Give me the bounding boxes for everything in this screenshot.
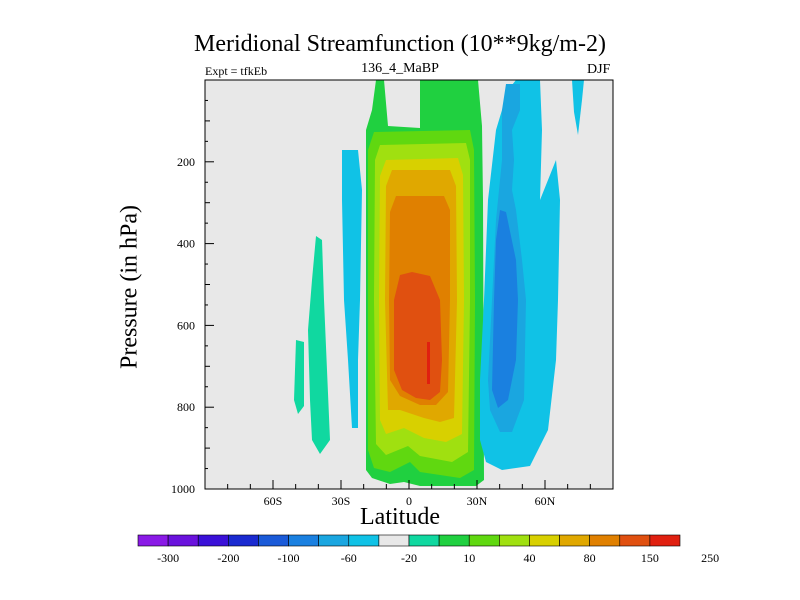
- contour-band-neg-20-top: [572, 80, 584, 135]
- colorbar-swatch: [589, 534, 621, 547]
- colorbar-swatch: [318, 534, 350, 547]
- x-tick-label: 60N: [535, 494, 556, 508]
- season-label: DJF: [587, 62, 611, 77]
- x-tick-label: 0: [406, 494, 412, 508]
- colorbar: -300 -200 -100 -60 -20 10 40 80 150 250: [137, 534, 719, 565]
- y-tick-label: 600: [177, 318, 195, 332]
- contour-fill-group: [294, 80, 584, 486]
- colorbar-swatch: [408, 534, 440, 547]
- colorbar-label: -100: [278, 551, 300, 565]
- contour-band-neg-60: [492, 210, 518, 408]
- colorbar-swatch: [167, 534, 199, 547]
- x-tick-label: 60S: [264, 494, 283, 508]
- colorbar-swatch: [378, 534, 410, 547]
- colorbar-swatch: [619, 534, 651, 547]
- colorbar-swatch: [228, 534, 259, 547]
- chart-subtitle: 136_4_MaBP: [361, 61, 439, 76]
- colorbar-label: 150: [641, 551, 659, 565]
- colorbar-label: -200: [217, 551, 239, 565]
- y-tick-label: 800: [177, 400, 195, 414]
- x-tick-label: 30S: [332, 494, 351, 508]
- chart-title: Meridional Streamfunction (10**9kg/m-2): [194, 31, 606, 57]
- colorbar-label: 40: [523, 551, 535, 565]
- colorbar-swatch: [197, 534, 229, 547]
- colorbar-label: 10: [463, 551, 475, 565]
- x-tick-label: 30N: [467, 494, 488, 508]
- colorbar-swatch: [288, 534, 319, 547]
- contour-band-peak: [427, 342, 430, 384]
- colorbar-swatch: [468, 534, 500, 547]
- colorbar-swatch: [499, 534, 530, 547]
- colorbar-label: -20: [401, 551, 417, 565]
- contour-band-250: [394, 272, 442, 400]
- contour-band-south-pos-small: [294, 340, 304, 414]
- colorbar-label: -300: [157, 551, 179, 565]
- colorbar-swatch: [258, 534, 289, 547]
- y-tick-label: 200: [177, 155, 195, 169]
- contour-band-south-pos: [308, 236, 330, 454]
- colorbar-swatch: [137, 534, 169, 547]
- y-tick-label: 400: [177, 237, 195, 251]
- colorbar-swatch: [649, 534, 681, 547]
- colorbar-label: 250: [701, 551, 719, 565]
- experiment-label: Expt = tfkEb: [205, 64, 268, 78]
- x-axis-label: Latitude: [360, 504, 440, 530]
- colorbar-label: 80: [584, 551, 596, 565]
- colorbar-swatch: [438, 534, 470, 547]
- colorbar-label: -60: [341, 551, 357, 565]
- y-tick-label: 1000: [171, 482, 195, 496]
- colorbar-swatch: [348, 534, 380, 547]
- contour-band-south-neg: [342, 150, 362, 428]
- colorbar-swatch: [559, 534, 590, 547]
- colorbar-swatch: [529, 534, 560, 547]
